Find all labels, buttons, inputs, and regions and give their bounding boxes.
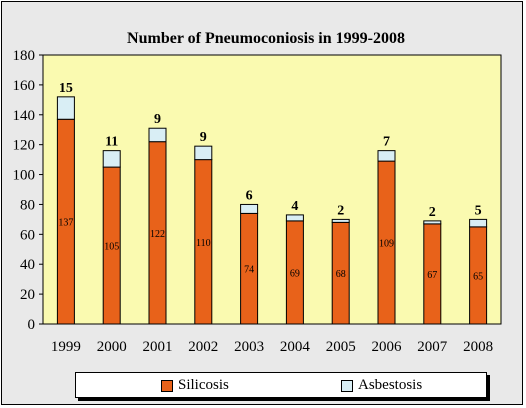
silicosis-value-label: 105 (104, 242, 119, 253)
x-tick-label: 2001 (143, 339, 173, 355)
legend: Silicosis Asbestosis (75, 372, 487, 398)
y-tick-label: 180 (13, 48, 36, 64)
asbestosis-value-label: 6 (246, 188, 253, 203)
silicosis-value-label: 109 (379, 239, 394, 250)
legend-swatch-silicosis (161, 379, 173, 392)
y-tick-label: 40 (20, 257, 35, 273)
silicosis-value-label: 74 (244, 265, 254, 276)
bar-asbestosis (377, 150, 396, 162)
bar-asbestosis (56, 96, 75, 120)
asbestosis-value-label: 9 (200, 130, 207, 145)
silicosis-value-label: 68 (336, 269, 346, 280)
legend-label-asbestosis: Asbestosis (358, 377, 423, 393)
x-tick-label: 2008 (463, 339, 493, 355)
y-tick-label: 0 (28, 317, 36, 333)
y-tick-label: 100 (13, 168, 36, 184)
bar-asbestosis (469, 218, 488, 228)
silicosis-value-label: 122 (150, 229, 165, 240)
asbestosis-value-label: 9 (154, 112, 161, 127)
y-tick-label: 140 (13, 108, 36, 124)
asbestosis-value-label: 11 (105, 135, 118, 150)
bar-asbestosis (148, 127, 167, 143)
silicosis-value-label: 137 (58, 218, 73, 229)
chart-title: Number of Pneumoconiosis in 1999-2008 (127, 30, 405, 47)
legend-label-silicosis: Silicosis (178, 377, 229, 393)
x-tick-label: 2000 (97, 339, 127, 355)
x-tick-label: 2007 (417, 339, 448, 355)
y-tick-label: 80 (20, 197, 35, 213)
asbestosis-value-label: 7 (383, 135, 390, 150)
asbestosis-value-label: 15 (59, 81, 73, 96)
asbestosis-value-label: 2 (429, 205, 436, 220)
asbestosis-value-label: 5 (475, 203, 482, 218)
legend-swatch-asbestosis (341, 379, 353, 392)
bar-asbestosis (285, 214, 304, 222)
asbestosis-value-label: 4 (291, 199, 298, 214)
y-tick-label: 120 (13, 138, 36, 154)
y-tick-label: 160 (13, 78, 36, 94)
legend-item-asbestosis: Asbestosis (341, 377, 422, 394)
x-tick-label: 1999 (51, 339, 81, 355)
asbestosis-value-label: 2 (337, 203, 344, 218)
bar-asbestosis (194, 145, 213, 161)
silicosis-value-label: 67 (427, 270, 437, 281)
bar-asbestosis (240, 203, 259, 214)
x-tick-label: 2003 (234, 339, 264, 355)
x-tick-label: 2006 (372, 339, 403, 355)
x-tick-label: 2004 (280, 339, 311, 355)
silicosis-value-label: 110 (196, 238, 211, 249)
bar-asbestosis (423, 220, 442, 225)
y-tick-label: 20 (20, 287, 35, 303)
silicosis-value-label: 69 (290, 268, 300, 279)
y-tick-label: 60 (20, 227, 35, 243)
legend-item-silicosis: Silicosis (161, 377, 229, 394)
x-tick-label: 2005 (326, 339, 356, 355)
silicosis-value-label: 65 (473, 271, 483, 282)
x-tick-label: 2002 (188, 339, 218, 355)
bar-asbestosis (102, 150, 121, 168)
bar-asbestosis (331, 218, 350, 223)
